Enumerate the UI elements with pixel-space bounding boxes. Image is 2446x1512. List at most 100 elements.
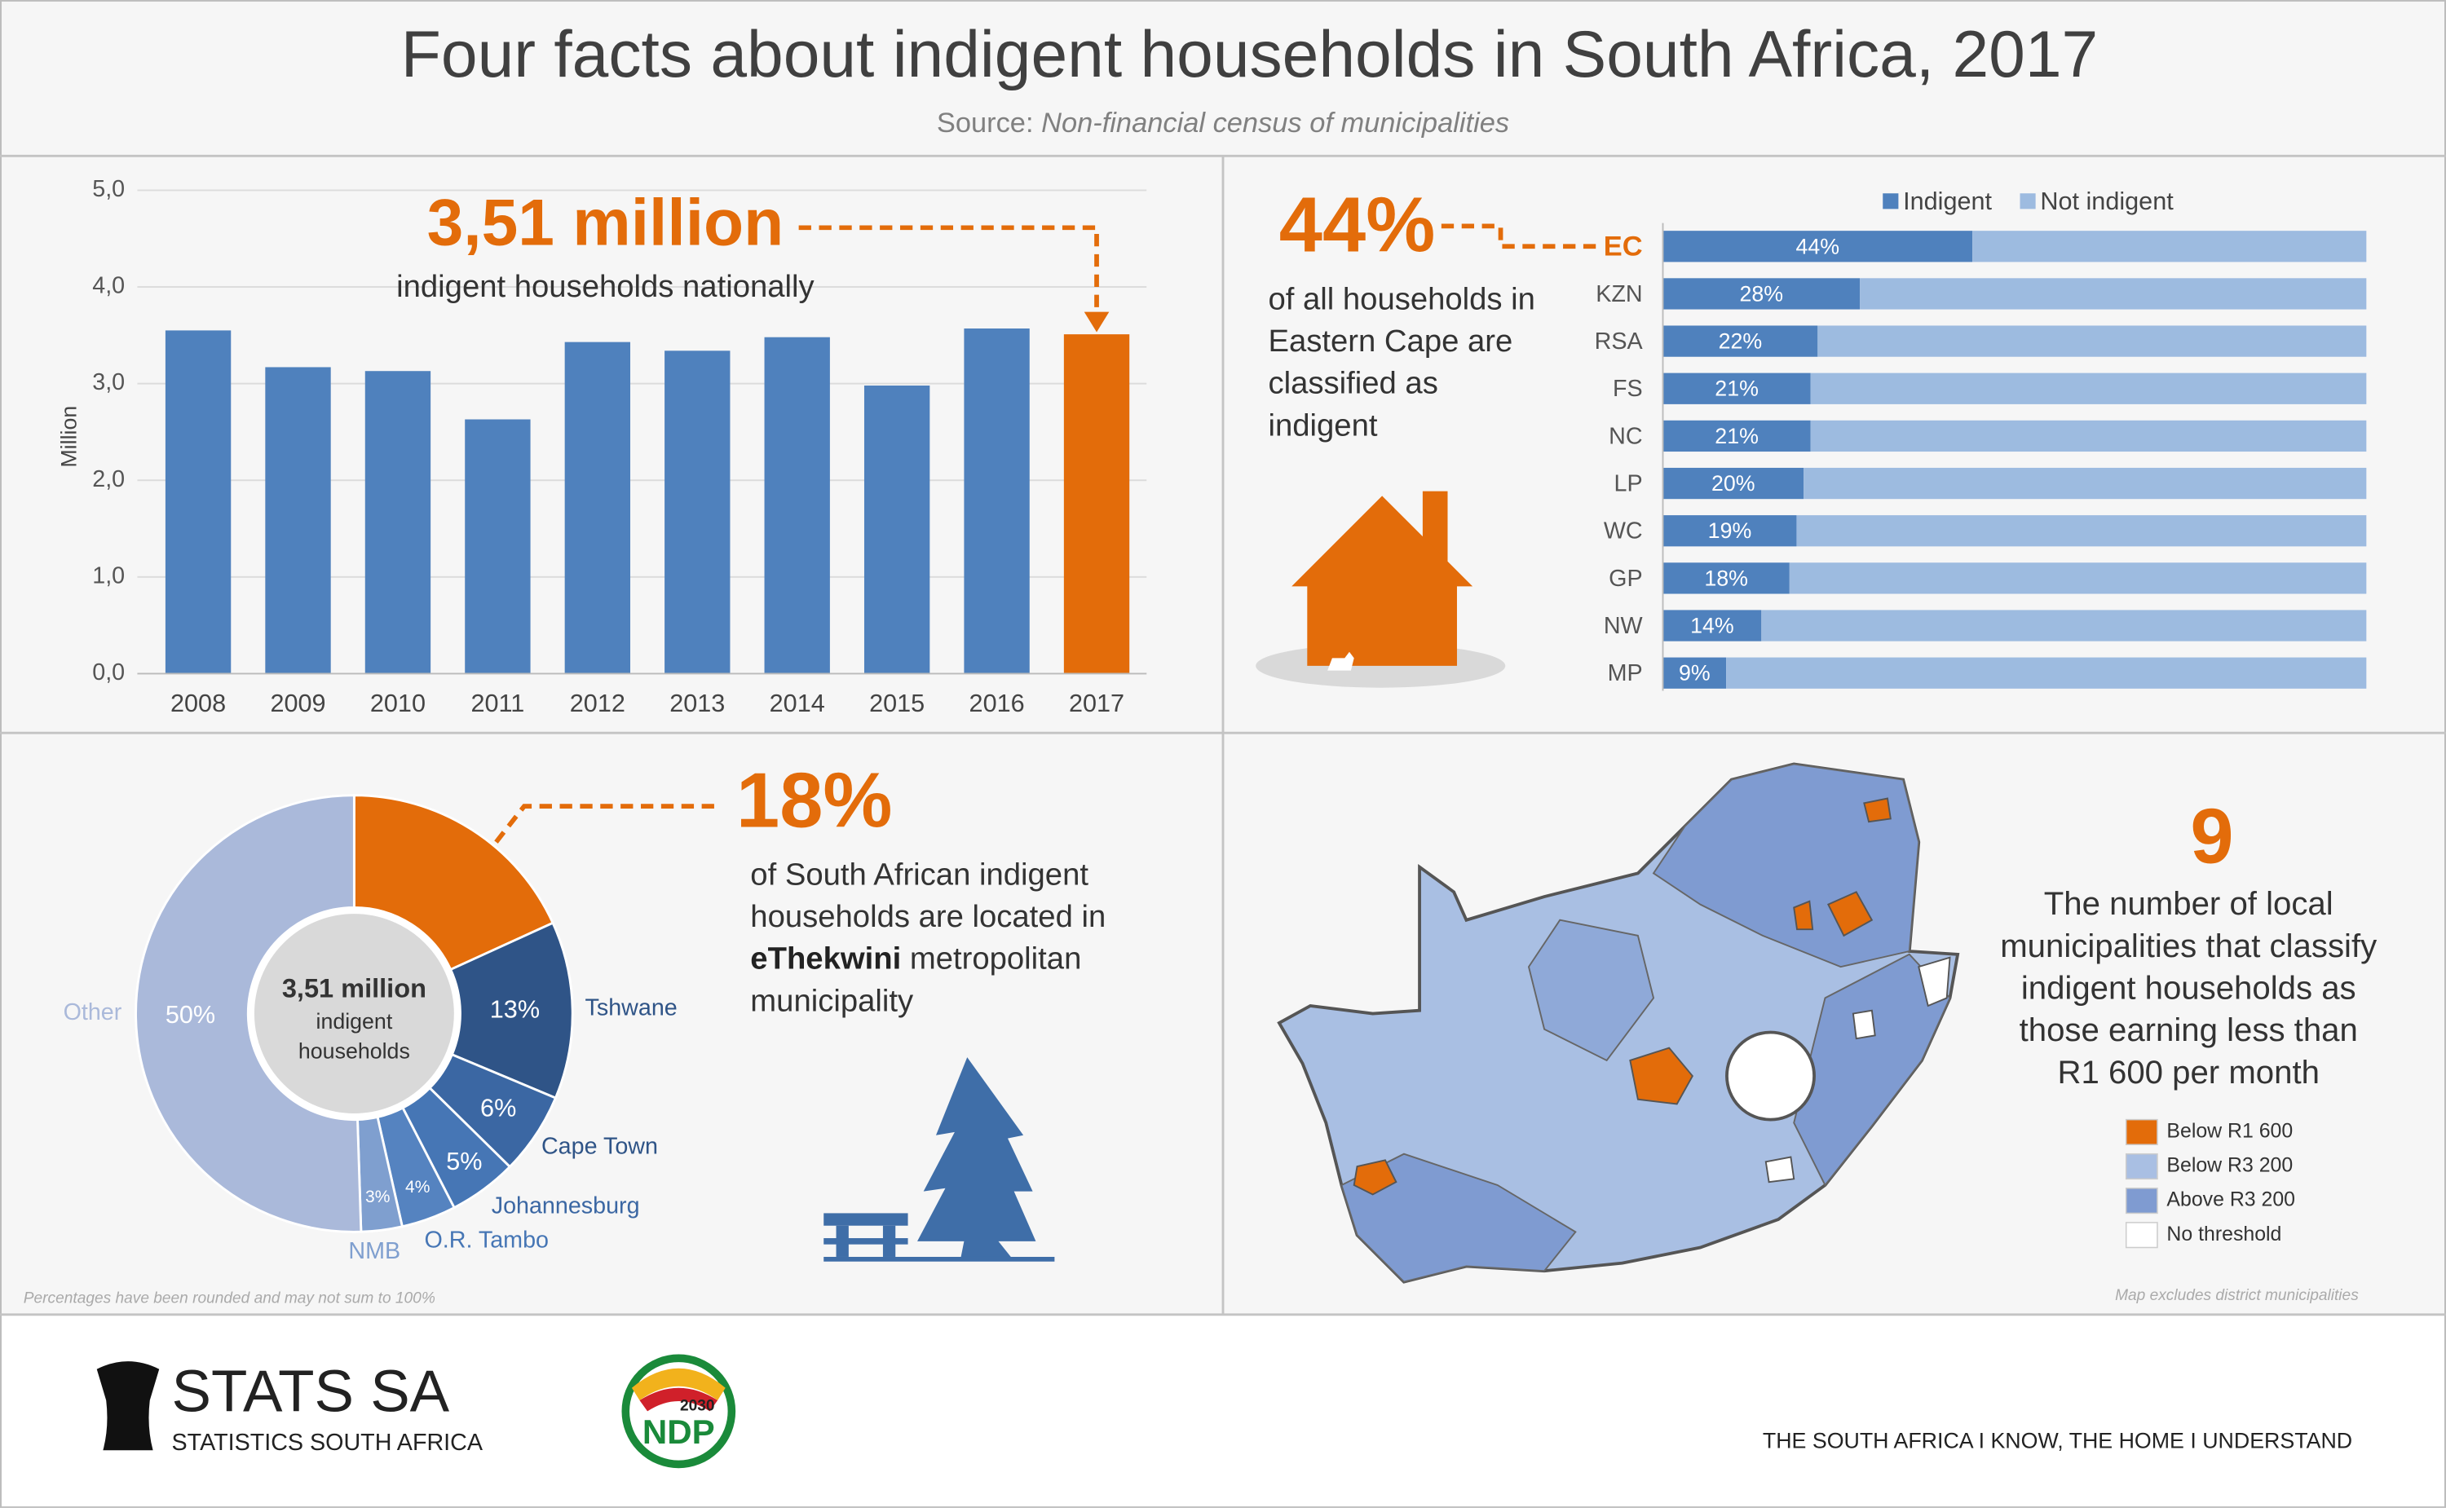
value-label: 50% bbox=[166, 1001, 215, 1029]
source: Source: Non-financial census of municipa… bbox=[937, 108, 1509, 139]
bar-segment bbox=[1726, 657, 2367, 689]
bar-segment bbox=[1817, 325, 2367, 357]
house bbox=[1291, 496, 1473, 666]
bar-segment bbox=[1804, 467, 2367, 500]
bar-segment bbox=[1810, 372, 2367, 404]
description: R1 600 per month bbox=[2058, 1054, 2320, 1091]
category-label: Tshwane bbox=[585, 994, 678, 1020]
map-region bbox=[1852, 1009, 1876, 1040]
legend-label: No threshold bbox=[2166, 1223, 2281, 1245]
x-tick-label: 2014 bbox=[770, 690, 825, 717]
description: households are located in bbox=[750, 899, 1106, 934]
bar bbox=[364, 371, 431, 674]
category-label: NW bbox=[1604, 613, 1643, 639]
category-label: KZN bbox=[1596, 281, 1642, 307]
map-region bbox=[1764, 1156, 1795, 1184]
value-label: 19% bbox=[1708, 518, 1752, 543]
center-label: 3,51 million bbox=[282, 973, 426, 1003]
x-tick-label: 2009 bbox=[270, 690, 325, 717]
y-tick-label: 2,0 bbox=[92, 466, 125, 492]
description: indigent households as bbox=[2021, 969, 2356, 1006]
value-label: 5% bbox=[446, 1148, 482, 1175]
value-label: 44% bbox=[1796, 234, 1840, 258]
x-tick-label: 2016 bbox=[969, 690, 1025, 717]
center-label: indigent bbox=[316, 1009, 393, 1034]
footer-background bbox=[2, 1314, 2444, 1507]
description: of South African indigent bbox=[750, 857, 1088, 892]
headline: 44% bbox=[1279, 181, 1435, 268]
map bbox=[1277, 762, 1960, 1284]
connector bbox=[494, 804, 721, 844]
category-label: Cape Town bbox=[541, 1134, 658, 1160]
value-label: 21% bbox=[1715, 377, 1759, 401]
y-tick-label: 1,0 bbox=[92, 562, 125, 588]
x-tick-label: 2017 bbox=[1069, 690, 1124, 717]
description: indigent bbox=[1268, 408, 1377, 443]
x-tick-label: 2012 bbox=[570, 690, 625, 717]
bar-segment bbox=[1662, 610, 1762, 641]
description: eThekwini metropolitan bbox=[750, 941, 1081, 976]
map-region bbox=[1918, 956, 1951, 1007]
bench-top bbox=[823, 1213, 908, 1226]
category-label: RSA bbox=[1595, 328, 1644, 355]
headline: 18% bbox=[736, 756, 892, 844]
bar-segment bbox=[1662, 467, 1804, 500]
footnote: Percentages have been rounded and may no… bbox=[24, 1290, 435, 1307]
headline: 3,51 million bbox=[427, 187, 784, 260]
connector bbox=[1441, 223, 1600, 249]
legend-swatch bbox=[2125, 1188, 2158, 1214]
description-part: metropolitan bbox=[901, 941, 1081, 976]
bar-segment bbox=[1761, 610, 2367, 641]
footnote: Map excludes district municipalities bbox=[2115, 1287, 2359, 1304]
legend-swatch bbox=[2020, 193, 2036, 209]
map-region bbox=[1340, 1153, 1577, 1283]
bar-segment bbox=[1662, 231, 1973, 262]
tree bbox=[917, 1057, 1036, 1257]
value-label: 6% bbox=[480, 1094, 516, 1122]
bench-seat bbox=[823, 1238, 908, 1245]
category-label: O.R. Tambo bbox=[424, 1227, 549, 1253]
x-tick-label: 2008 bbox=[170, 690, 226, 717]
map-region bbox=[1353, 1159, 1397, 1196]
category-label: NC bbox=[1609, 423, 1642, 449]
bar bbox=[564, 342, 631, 674]
bar-segment bbox=[1662, 278, 1861, 310]
bar bbox=[265, 367, 331, 674]
description: classified as bbox=[1268, 366, 1437, 401]
legend-label: Above R3 200 bbox=[2166, 1188, 2295, 1211]
category-label: FS bbox=[1613, 376, 1643, 402]
ndp-text: NDP bbox=[642, 1413, 715, 1451]
map-region bbox=[1863, 797, 1892, 823]
connector bbox=[798, 225, 1099, 317]
donut-center bbox=[248, 907, 461, 1120]
category-label: Other bbox=[64, 999, 122, 1025]
bar-segment bbox=[1662, 420, 1811, 452]
ndp-flag bbox=[631, 1368, 726, 1400]
value-label: 20% bbox=[1711, 471, 1755, 496]
x-tick-label: 2013 bbox=[669, 690, 725, 717]
y-tick-label: 5,0 bbox=[92, 176, 125, 202]
description: of all households in bbox=[1268, 281, 1534, 316]
ground bbox=[823, 1256, 1055, 1262]
category-label: LP bbox=[1614, 471, 1643, 497]
legend-label: Not indigent bbox=[2040, 187, 2174, 215]
category-label: NMB bbox=[348, 1238, 400, 1264]
lesotho bbox=[1725, 1030, 1816, 1122]
value-label: 3% bbox=[365, 1188, 390, 1206]
center-label: households bbox=[298, 1038, 410, 1063]
bar bbox=[764, 337, 830, 674]
bar-segment bbox=[1796, 515, 2367, 547]
tree-icon bbox=[823, 1057, 1055, 1262]
legend-swatch bbox=[2125, 1222, 2158, 1249]
description: municipalities that classify bbox=[2000, 928, 2377, 964]
map-region bbox=[1793, 900, 1814, 931]
category-label: WC bbox=[1604, 518, 1643, 544]
description-bold: eThekwini bbox=[750, 941, 901, 976]
description: municipality bbox=[750, 983, 914, 1018]
value-label: 18% bbox=[1704, 566, 1748, 590]
source-text: Non-financial census of municipalities bbox=[1041, 108, 1509, 139]
bar bbox=[664, 350, 731, 674]
value-label: 14% bbox=[1690, 614, 1734, 638]
legend-swatch bbox=[2125, 1153, 2158, 1180]
bar bbox=[863, 386, 930, 674]
